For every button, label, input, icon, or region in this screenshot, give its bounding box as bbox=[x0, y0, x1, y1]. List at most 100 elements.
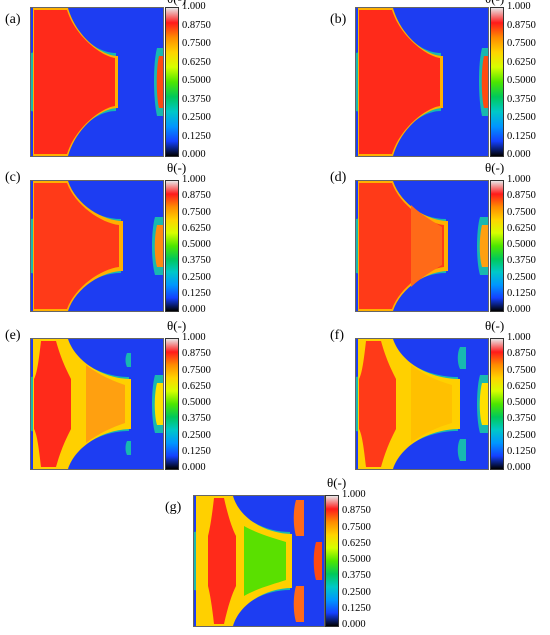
colorbar bbox=[490, 7, 504, 157]
colorbar-title: θ(-) bbox=[485, 160, 505, 175]
core-region bbox=[359, 341, 396, 467]
colorbar-tick-label: 0.5000 bbox=[507, 239, 536, 250]
colorbar-tick-label: 0.2500 bbox=[507, 271, 536, 283]
colorbar-tick-label: 0.7500 bbox=[182, 206, 211, 218]
colorbar-tick-label: 0.2500 bbox=[507, 429, 536, 441]
panel-label: (e) bbox=[5, 328, 21, 343]
colorbar-title: θ(-) bbox=[167, 318, 187, 333]
colorbar-tick-label: 0.7500 bbox=[507, 364, 536, 376]
colorbar-tick-label: 0.3750 bbox=[507, 93, 536, 105]
colorbar-tick-label: 0.5000 bbox=[507, 75, 536, 86]
colorbar-tick-label: 0.7500 bbox=[507, 206, 536, 218]
colorbar-tick-label: 0.8750 bbox=[507, 190, 536, 202]
colorbar-tick-label: 0.5000 bbox=[182, 397, 211, 408]
colorbar-title: θ(-) bbox=[167, 160, 187, 175]
panel-f: (f) θ(-) 1.000 0.8750 0.7500 0.6250 0.5000 0.… bbox=[330, 318, 550, 473]
colorbar-tick-label: 0.7500 bbox=[182, 38, 211, 49]
colorbar bbox=[490, 338, 504, 470]
colorbar-tick-label: 0.1250 bbox=[182, 287, 211, 299]
contour-map bbox=[355, 338, 489, 470]
colorbar-tick-label: 0.6250 bbox=[507, 380, 536, 392]
colorbar-tick-label: 0.7500 bbox=[342, 521, 371, 533]
panel-a: (a) θ(-) 1.000 0.8750 0.7500 0.6250 0.5000 0.… bbox=[5, 0, 235, 160]
colorbar-tick-label: 0.6250 bbox=[507, 222, 536, 234]
colorbar-tick-label: 0.8750 bbox=[507, 19, 536, 31]
colorbar-tick-label: 0.2500 bbox=[182, 271, 211, 283]
colorbar-tick-label: 0.5000 bbox=[182, 75, 211, 86]
colorbar-tick-label: 0.1250 bbox=[507, 130, 536, 142]
panel-label: (g) bbox=[165, 500, 182, 515]
contour-map bbox=[30, 7, 164, 157]
colorbar-tick-label: 1.000 bbox=[182, 1, 206, 12]
core-region bbox=[34, 341, 71, 467]
colorbar-tick-label: 0.000 bbox=[507, 304, 531, 315]
core-region bbox=[34, 183, 119, 309]
core-region bbox=[359, 183, 444, 309]
colorbar-tick-label: 0.2500 bbox=[342, 586, 371, 598]
colorbar bbox=[165, 180, 179, 312]
core-region bbox=[359, 10, 440, 154]
colorbar bbox=[165, 338, 179, 470]
panel-label: (f) bbox=[330, 328, 344, 343]
contour-map bbox=[355, 180, 489, 312]
colorbar bbox=[165, 7, 179, 157]
colorbar-tick-label: 1.000 bbox=[507, 332, 531, 343]
colorbar-tick-label: 0.7500 bbox=[507, 38, 536, 49]
colorbar-tick-label: 1.000 bbox=[342, 489, 366, 500]
colorbar-tick-label: 0.3750 bbox=[182, 413, 211, 425]
panel-label: (a) bbox=[5, 12, 21, 27]
colorbar-tick-label: 0.1250 bbox=[342, 602, 371, 614]
colorbar-tick-label: 0.000 bbox=[182, 149, 206, 160]
colorbar-tick-label: 0.8750 bbox=[182, 348, 211, 360]
colorbar-tick-label: 0.7500 bbox=[182, 364, 211, 376]
colorbar-tick-label: 1.000 bbox=[182, 174, 206, 185]
colorbar-tick-label: 0.000 bbox=[182, 304, 206, 315]
colorbar-tick-label: 1.000 bbox=[507, 1, 531, 12]
colorbar-tick-label: 1.000 bbox=[507, 174, 531, 185]
colorbar-title: θ(-) bbox=[327, 475, 347, 490]
panel-label: (b) bbox=[330, 12, 347, 27]
colorbar-tick-label: 0.6250 bbox=[182, 380, 211, 392]
colorbar-tick-label: 0.000 bbox=[182, 462, 206, 473]
colorbar-tick-label: 0.8750 bbox=[182, 19, 211, 31]
colorbar bbox=[325, 495, 339, 627]
colorbar-tick-label: 0.3750 bbox=[182, 255, 211, 267]
colorbar-title: θ(-) bbox=[485, 318, 505, 333]
colorbar-tick-label: 0.8750 bbox=[342, 505, 371, 517]
colorbar-tick-label: 0.000 bbox=[507, 462, 531, 473]
colorbar-tick-label: 0.6250 bbox=[342, 537, 371, 549]
panel-g: (g) θ(-) 1.000 0.8750 0.7500 0.6250 0.5000 0.… bbox=[165, 475, 385, 630]
panel-b: (b) θ(-) 1.000 0.8750 0.7500 0.6250 0.5000 0.… bbox=[330, 0, 550, 160]
colorbar-tick-label: 0.8750 bbox=[507, 348, 536, 360]
colorbar-tick-label: 0.5000 bbox=[342, 554, 371, 565]
colorbar-tick-label: 0.1250 bbox=[182, 130, 211, 142]
colorbar-tick-label: 0.3750 bbox=[507, 255, 536, 267]
colorbar-tick-label: 0.6250 bbox=[182, 56, 211, 68]
colorbar-tick-label: 0.3750 bbox=[182, 93, 211, 105]
panel-c: (c) θ(-) 1.000 0.8750 0.7500 0.6250 0.5000 0.… bbox=[5, 160, 235, 315]
core-region bbox=[34, 10, 115, 154]
panel-label: (c) bbox=[5, 170, 21, 185]
colorbar-tick-label: 0.3750 bbox=[507, 413, 536, 425]
colorbar-tick-label: 0.5000 bbox=[507, 397, 536, 408]
colorbar-tick-label: 0.6250 bbox=[507, 56, 536, 68]
panel-label: (d) bbox=[330, 170, 347, 185]
colorbar-tick-label: 0.1250 bbox=[182, 445, 211, 457]
contour-map bbox=[30, 180, 164, 312]
colorbar-tick-label: 0.2500 bbox=[182, 112, 211, 123]
colorbar-tick-label: 1.000 bbox=[182, 332, 206, 343]
colorbar-tick-label: 0.1250 bbox=[507, 445, 536, 457]
colorbar-tick-label: 0.2500 bbox=[507, 112, 536, 123]
contour-map bbox=[30, 338, 164, 470]
colorbar-title: θ(-) bbox=[485, 0, 504, 7]
colorbar-tick-label: 0.6250 bbox=[182, 222, 211, 234]
contour-map bbox=[355, 7, 489, 157]
colorbar-tick-label: 0.1250 bbox=[507, 287, 536, 299]
colorbar-tick-label: 0.5000 bbox=[182, 239, 211, 250]
colorbar-tick-label: 0.2500 bbox=[182, 429, 211, 441]
colorbar bbox=[490, 180, 504, 312]
colorbar-tick-label: 0.000 bbox=[507, 149, 531, 160]
colorbar-title: θ(-) bbox=[167, 0, 186, 7]
colorbar-tick-label: 0.3750 bbox=[342, 570, 371, 582]
colorbar-tick-label: 0.000 bbox=[342, 619, 366, 630]
